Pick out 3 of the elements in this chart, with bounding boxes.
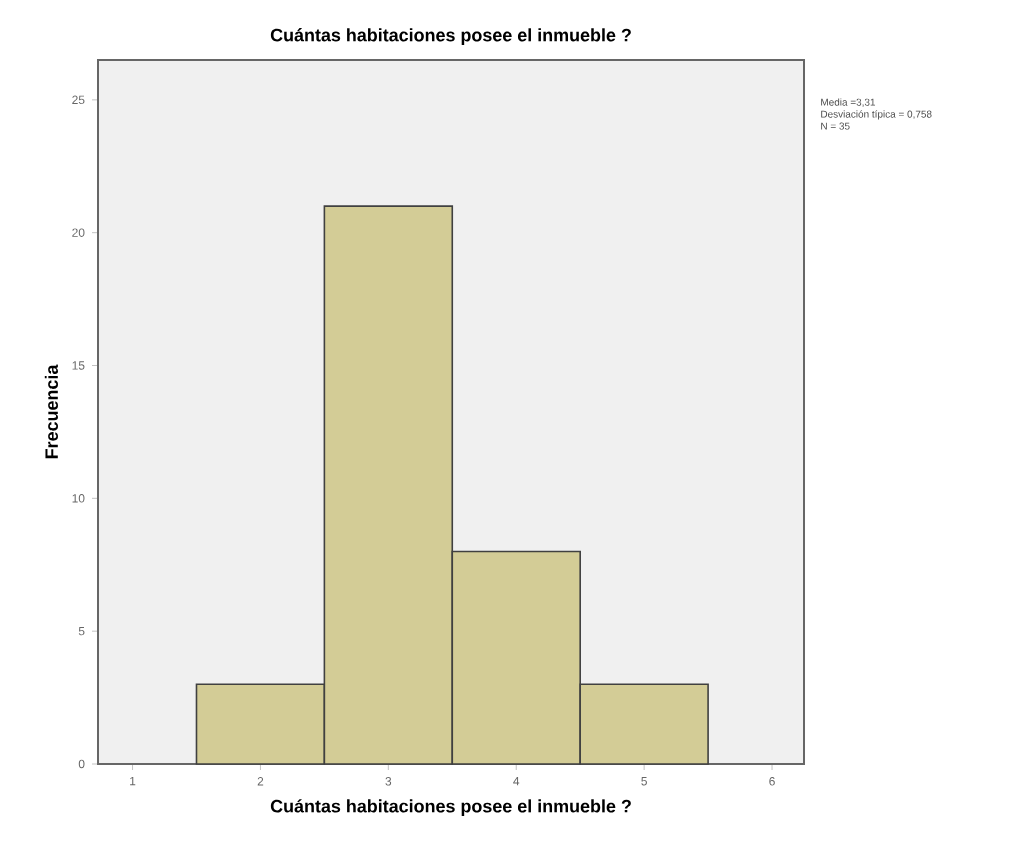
y-axis-title: Frecuencia [44, 364, 58, 459]
chart-title: Cuántas habitaciones posee el inmueble ? [270, 28, 631, 45]
x-axis-title: Cuántas habitaciones posee el inmueble ? [270, 799, 631, 817]
